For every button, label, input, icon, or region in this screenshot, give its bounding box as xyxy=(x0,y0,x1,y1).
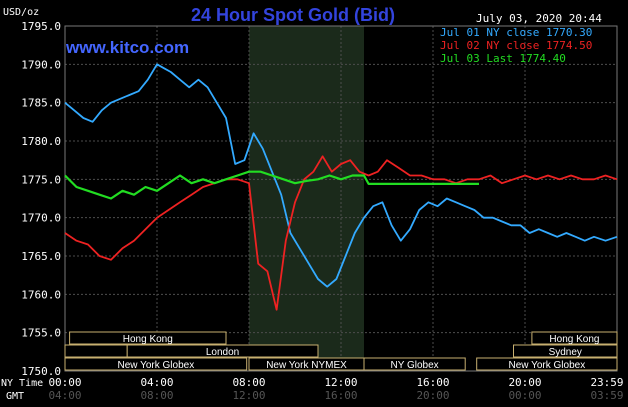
x-tick-label-gmt: 20:00 xyxy=(416,389,449,402)
y-tick-label: 1785.0 xyxy=(21,97,61,110)
currency-label: USD/oz xyxy=(3,7,39,18)
x-tick-label-gmt: 08:00 xyxy=(140,389,173,402)
x-tick-label-gmt: 00:00 xyxy=(508,389,541,402)
x-tick-label-ny: 16:00 xyxy=(416,376,449,389)
session-hong-kong-box xyxy=(69,331,227,345)
session-ny-globex-3-box xyxy=(476,357,618,371)
y-tick-labels: 1750.0 1755.0 1760.0 1765.0 1770.0 1775.0 1780… xyxy=(21,20,61,378)
y-tick-label: 1765.0 xyxy=(21,250,61,263)
legend-item-jul03: Jul 03 Last 1774.40 xyxy=(440,52,566,65)
ny-time-label: NY Time xyxy=(1,378,43,389)
nymex-highlight xyxy=(249,26,364,371)
x-tick-label-gmt: 03:59 xyxy=(590,389,623,402)
session-hong-kong-label: Hong Kong xyxy=(123,334,173,345)
y-tick-label: 1755.0 xyxy=(21,327,61,340)
y-tick-label: 1775.0 xyxy=(21,173,61,186)
session-bars: Hong Kong Hong Kong London Sydney New York G… xyxy=(64,331,618,371)
session-sydney-label: Sydney xyxy=(549,347,582,358)
series-line-0 xyxy=(64,63,618,288)
y-tick-label: 1750.0 xyxy=(21,365,61,378)
y-tick-label: 1795.0 xyxy=(21,20,61,33)
session-stub-left xyxy=(64,344,128,358)
session-hong-kong-2-label: Hong Kong xyxy=(549,334,599,345)
site-url: www.kitco.com xyxy=(65,38,189,57)
x-tick-label-ny: 08:00 xyxy=(232,376,265,389)
x-tick-labels: 00:0004:0004:0008:0008:0012:0012:0016:00… xyxy=(48,376,623,402)
y-tick-label: 1780.0 xyxy=(21,135,61,148)
series-lines xyxy=(64,63,618,311)
date-label: July 03, 2020 20:44 xyxy=(476,12,602,25)
series-line-1 xyxy=(64,155,618,311)
plot-border xyxy=(64,25,618,372)
x-tick-label-gmt: 16:00 xyxy=(324,389,357,402)
session-ny-globex-box xyxy=(64,357,248,371)
x-tick-label-ny: 20:00 xyxy=(508,376,541,389)
y-tick-label: 1770.0 xyxy=(21,212,61,225)
session-ny-globex-2-box xyxy=(363,357,466,371)
session-sydney-box xyxy=(513,344,618,358)
legend: Jul 01 NY close 1770.30 Jul 02 NY close … xyxy=(440,26,592,65)
gmt-label: GMT xyxy=(6,391,24,402)
y-tick-label: 1790.0 xyxy=(21,58,61,71)
session-ny-globex-3-label: New York Globex xyxy=(508,360,585,371)
session-hong-kong-2-box xyxy=(531,331,618,345)
x-tick-label-gmt: 04:00 xyxy=(48,389,81,402)
x-tick-label-ny: 12:00 xyxy=(324,376,357,389)
x-tick-label-ny: 23:59 xyxy=(590,376,623,389)
x-tick-label-gmt: 12:00 xyxy=(232,389,265,402)
session-london-label: London xyxy=(206,347,239,358)
session-ny-nymex-label: New York NYMEX xyxy=(266,360,347,371)
legend-item-jul01: Jul 01 NY close 1770.30 xyxy=(440,26,592,39)
x-tick-label-ny: 04:00 xyxy=(140,376,173,389)
series-line-2 xyxy=(64,170,479,200)
session-ny-globex-label: New York Globex xyxy=(117,360,194,371)
session-ny-globex-2-label: NY Globex xyxy=(391,360,439,371)
chart-title: 24 Hour Spot Gold (Bid) xyxy=(191,5,395,25)
x-tick-label-ny: 00:00 xyxy=(48,376,81,389)
legend-item-jul02: Jul 02 NY close 1774.50 xyxy=(440,39,592,52)
y-tick-label: 1760.0 xyxy=(21,288,61,301)
